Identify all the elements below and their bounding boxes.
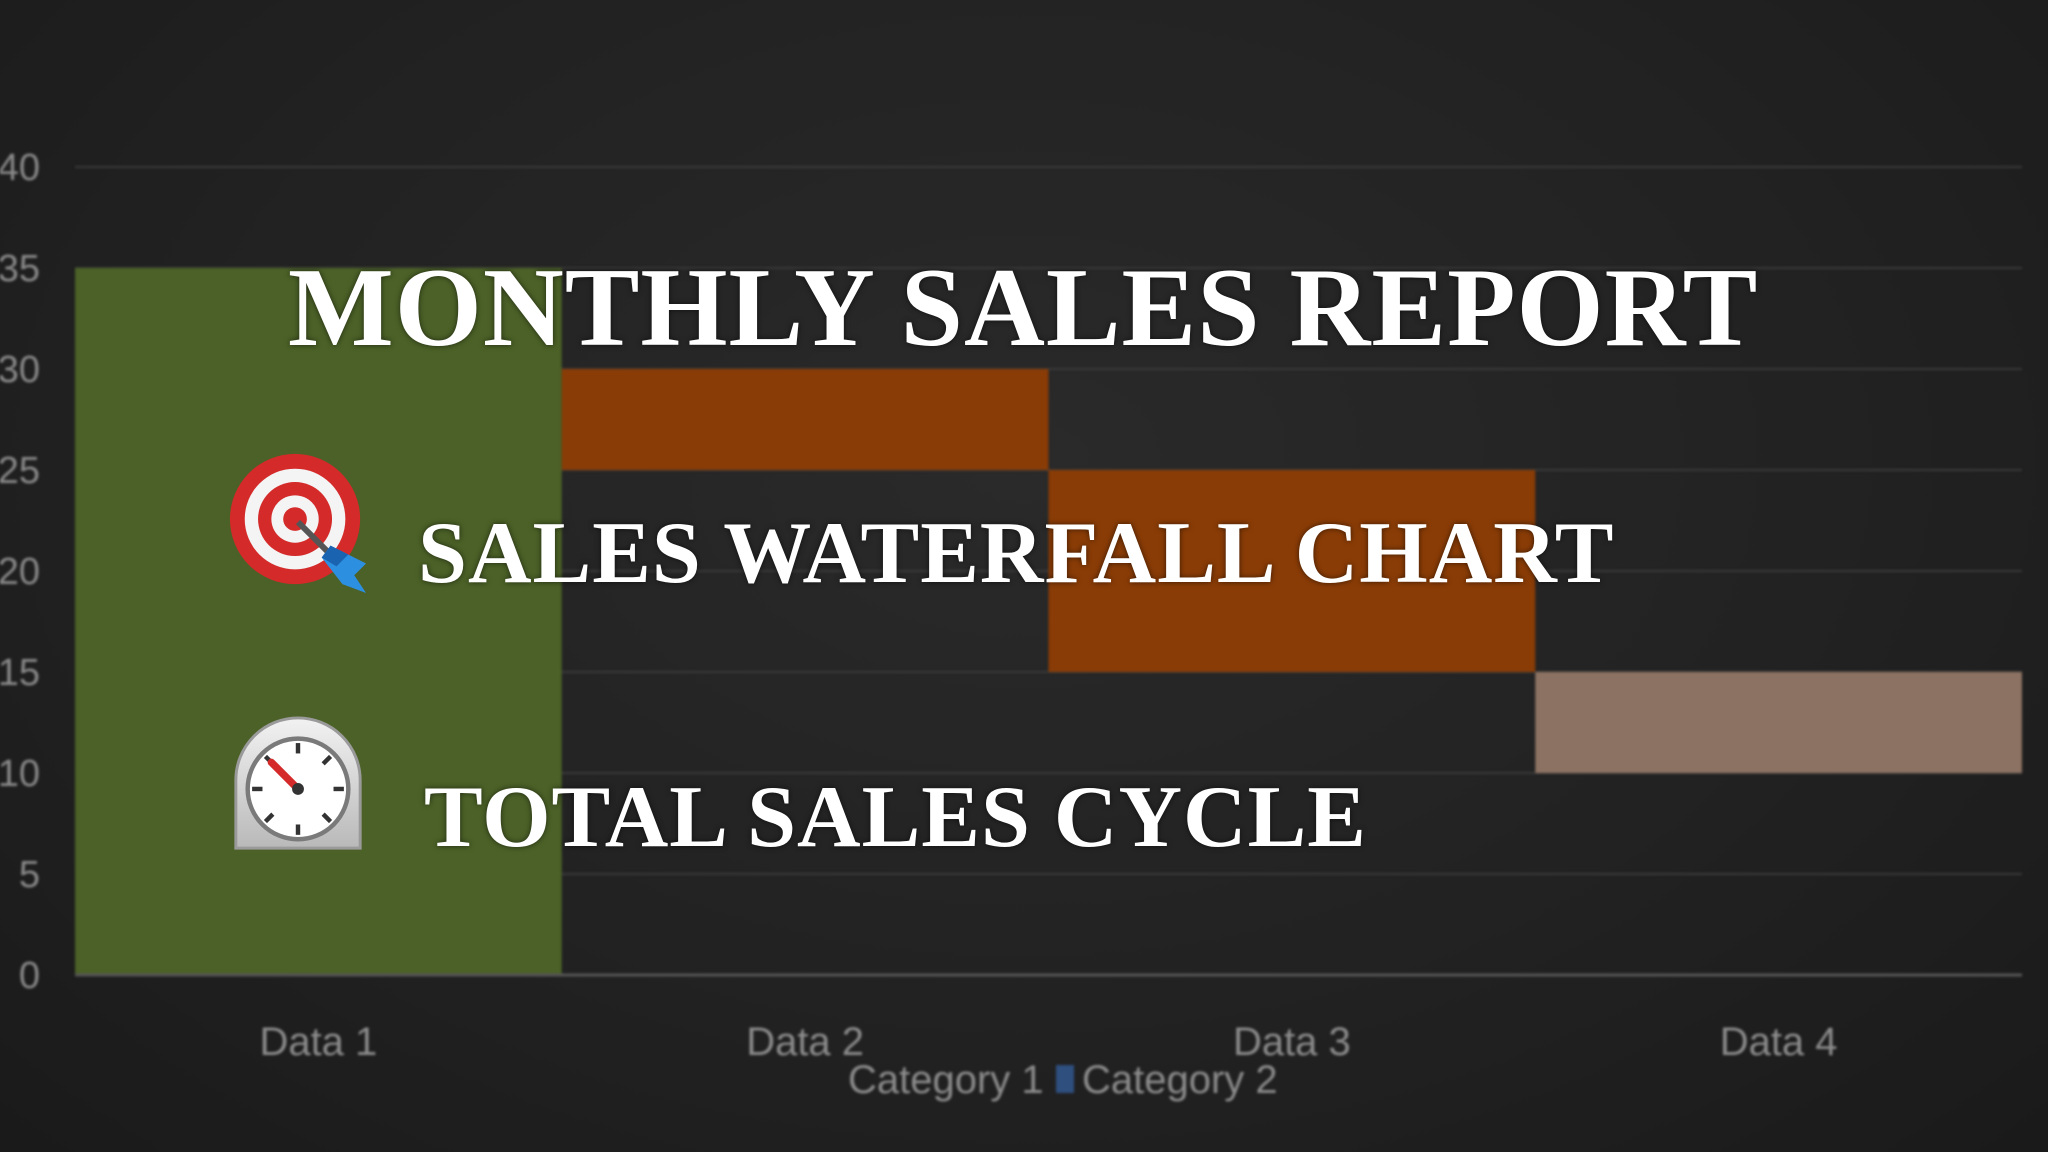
x-tick-label: Data 2	[746, 1020, 864, 1064]
axes: 0 5 10 15 20 25 30 35 40 Data 1 Data 2 Data 3 Data 4	[0, 147, 2022, 1064]
legend-entry: Category 2	[1082, 1058, 1278, 1102]
y-tick-label: 10	[0, 753, 40, 795]
y-tick-label: 35	[0, 248, 40, 290]
legend-entry: Category 1	[848, 1058, 1044, 1102]
legend-swatch	[1056, 1065, 1074, 1093]
legend: Category 1 Category 2	[848, 1058, 1278, 1102]
bar	[561, 369, 1049, 470]
x-tick-label: Data 4	[1720, 1020, 1838, 1064]
total-sales-cycle-heading: TOTAL SALES CYCLE	[424, 769, 1367, 866]
y-tick-label: 15	[0, 652, 40, 694]
sales-waterfall-heading: SALES WATERFALL CHART	[418, 505, 1615, 602]
y-tick-label: 25	[0, 450, 40, 492]
bars	[75, 268, 2022, 975]
timer-icon	[234, 716, 362, 850]
y-tick-label: 5	[19, 854, 40, 896]
y-tick-label: 20	[0, 551, 40, 593]
target-icon	[229, 453, 367, 594]
y-tick-label: 0	[19, 955, 40, 997]
bar	[75, 268, 562, 975]
y-tick-label: 30	[0, 349, 40, 391]
bar	[1535, 672, 2022, 773]
x-tick-label: Data 1	[259, 1020, 377, 1064]
y-tick-label: 40	[0, 147, 40, 189]
x-tick-label: Data 3	[1233, 1020, 1351, 1064]
bar	[1048, 470, 1536, 672]
report-title: MONTHLY SALES REPORT	[288, 246, 1759, 370]
